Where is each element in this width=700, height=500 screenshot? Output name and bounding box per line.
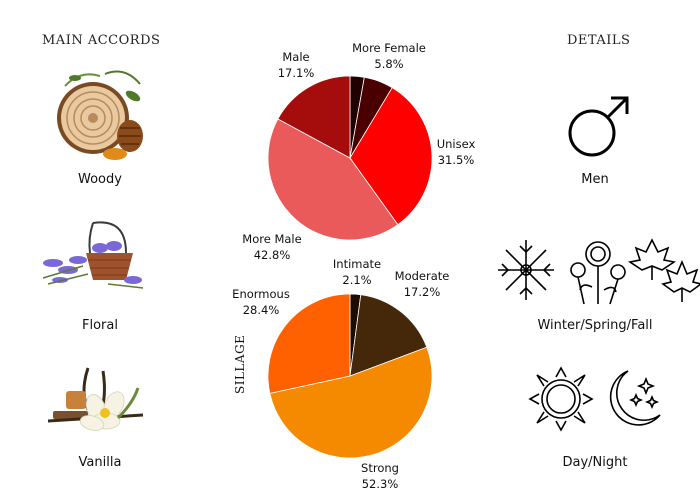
- main-accords-heading: MAIN ACCORDS: [42, 33, 161, 48]
- detail-label-men: Men: [581, 172, 609, 187]
- pie-slice-more-male: [267, 118, 399, 241]
- pie-label-male: Male: [282, 50, 309, 64]
- accord-label-vanilla: Vanilla: [78, 455, 122, 470]
- vanilla-flower-icon: [48, 367, 144, 431]
- accord-label-woody: Woody: [78, 172, 122, 187]
- pie-label-enormous-value: 28.4%: [243, 303, 280, 317]
- pie-label-moderate: Moderate: [395, 269, 450, 283]
- pie-label-unisex: Unisex: [437, 137, 476, 151]
- sun-moon-icon: [528, 366, 661, 432]
- detail-label-seasons: Winter/Spring/Fall: [537, 318, 653, 333]
- pie-label-more-male-value: 42.8%: [254, 248, 291, 262]
- gender-pie: More Female 5.8% Unisex 31.5% More Male 42.8%…: [242, 41, 475, 262]
- male-symbol-icon: [568, 96, 629, 157]
- pie-slice-moderate: [349, 294, 428, 377]
- sillage-pie: Intimate 2.1% Moderate 17.2% Strong 52.3% Enor…: [232, 257, 449, 491]
- pie-slice-enormous: [267, 293, 351, 394]
- seasons-icon: [498, 238, 700, 305]
- pie-label-more-female: More Female: [352, 41, 426, 55]
- pie-label-more-male: More Male: [242, 232, 301, 246]
- pie-label-more-female-value: 5.8%: [374, 57, 403, 71]
- detail-label-daynight: Day/Night: [562, 455, 628, 470]
- sillage-axis-label: SILLAGE: [233, 334, 247, 394]
- pie-slice-unisex: [349, 87, 433, 226]
- details-heading: DETAILS: [567, 33, 631, 48]
- pie-slice-strong: [269, 346, 433, 459]
- pie-label-intimate-value: 2.1%: [342, 273, 371, 287]
- pie-label-unisex-value: 31.5%: [438, 153, 475, 167]
- pie-label-moderate-value: 17.2%: [404, 285, 441, 299]
- pie-label-intimate: Intimate: [333, 257, 381, 271]
- pie-label-enormous: Enormous: [232, 287, 290, 301]
- pie-slice-male: [277, 75, 351, 159]
- accord-label-floral: Floral: [82, 318, 118, 333]
- pie-label-strong-value: 52.3%: [362, 477, 399, 491]
- pie-label-male-value: 17.1%: [278, 66, 315, 80]
- lavender-basket-icon: [42, 221, 144, 289]
- wood-log-icon: [57, 70, 143, 160]
- pie-label-strong: Strong: [361, 461, 399, 475]
